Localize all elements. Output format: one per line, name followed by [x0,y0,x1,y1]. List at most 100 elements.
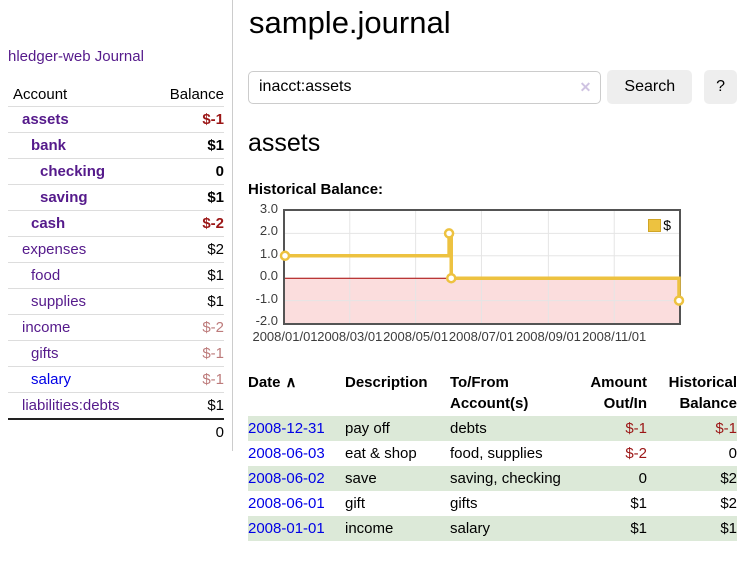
transaction-amount: $1 [630,495,647,512]
legend-swatch-icon [648,218,662,232]
account-link-checking[interactable]: checking [40,163,106,180]
account-balance: $1 [149,392,224,419]
account-link-bank[interactable]: bank [31,137,67,154]
account-link-salary[interactable]: salary [31,371,72,388]
balance-column-header: Balance [169,86,224,103]
transaction-amount: $-2 [625,445,647,462]
account-row: supplies $1 [8,288,224,315]
chart-title: Historical Balance: [248,181,384,198]
account-row: bank $1 [8,132,224,159]
transaction-amount: 0 [638,470,647,487]
account-row: liabilities:debts $1 [8,392,224,419]
register-header-amount: Amount Out/In [590,374,647,412]
account-balance: $1 [149,288,224,315]
account-row: income $-2 [8,314,224,341]
register-table: Date ∧ Description To/From Account(s) Amo… [248,370,737,541]
transaction-description: eat & shop [345,445,417,462]
register-row: 2008-06-02 save saving, checking 0 $2 [248,466,737,491]
account-link-food[interactable]: food [31,267,61,284]
account-row: salary $-1 [8,366,224,393]
account-balance: $-2 [149,314,224,341]
legend-label: $ [663,217,671,233]
y-axis-tick-label: -2.0 [255,313,278,328]
account-link-liabilities-debts[interactable]: liabilities:debts [22,397,120,414]
account-balance: $-1 [149,366,224,393]
search-input-wrap: ✕ [248,70,602,104]
transaction-balance: 0 [728,445,737,462]
x-axis-tick-label: 2008/09/01 [515,329,581,344]
account-balance: $-1 [149,340,224,367]
account-balance: $-2 [149,210,224,237]
register-header-balance: Historical Balance [668,374,737,412]
account-column-header: Account [13,86,68,103]
transaction-accounts: saving, checking [450,470,561,487]
transaction-date-link[interactable]: 2008-06-03 [248,445,325,462]
sort-asc-icon: ∧ [285,374,297,391]
app-root: hledger-web Journal Account Balance asse… [0,0,742,561]
y-axis-tick-label: 1.0 [259,245,278,261]
transaction-date-link[interactable]: 2008-06-02 [248,470,325,487]
transaction-description: income [345,520,394,537]
brand-link[interactable]: hledger-web [8,48,91,65]
search-button[interactable]: Search [607,70,693,104]
account-link-cash[interactable]: cash [31,215,66,232]
transaction-accounts: food, supplies [450,445,543,462]
chart-plot-area: $ [279,209,685,325]
register-header-description: Description [345,374,428,391]
clear-search-icon[interactable]: ✕ [579,78,592,95]
account-row: expenses $2 [8,236,224,263]
page-title: sample.journal [249,5,451,40]
account-row: gifts $-1 [8,340,224,367]
transaction-description: gift [345,495,366,512]
chart-legend: $ [648,217,671,233]
register-row: 2008-06-03 eat & shop food, supplies $-2 0 [248,441,737,466]
sidebar-item-journal[interactable]: Journal [94,48,144,65]
y-axis-tick-label: -1.0 [255,290,278,306]
x-axis-tick-label: 2008/03/01 [317,329,383,344]
account-balance: $1 [149,262,224,289]
x-axis-tick-label: 2008/05/01 [383,329,449,344]
account-balance: $1 [149,184,224,211]
y-axis-tick-label: 2.0 [259,223,278,239]
x-axis-tick-label: 2008/11/01 [582,329,647,344]
account-link-income[interactable]: income [22,319,71,336]
help-button[interactable]: ? [704,70,737,104]
searchbar: ✕ Search ? [248,70,737,104]
transaction-accounts: debts [450,420,487,437]
account-row: food $1 [8,262,224,289]
x-axis-tick-label: 2008/07/01 [448,329,514,344]
register-header-accounts: To/From Account(s) [450,374,529,412]
register-row: 2008-06-01 gift gifts $1 $2 [248,491,737,516]
transaction-accounts: salary [450,520,491,537]
register-row: 2008-12-31 pay off debts $-1 $-1 [248,416,737,441]
historical-balance-chart: $ 3.0 2.0 1.0 0.0 -1.0 -2.0 2008/01/01 2008/03/… [248,202,685,345]
account-row: assets $-1 [8,106,224,133]
register-header-date[interactable]: Date ∧ [248,374,297,391]
account-balance: $2 [149,236,224,263]
account-link-saving[interactable]: saving [40,189,88,206]
transaction-balance: $2 [720,495,737,512]
transaction-amount: $-1 [625,420,647,437]
transaction-description: save [345,470,377,487]
account-link-assets[interactable]: assets [22,111,69,128]
transaction-balance: $1 [720,520,737,537]
total-row: 0 [8,418,224,445]
account-row: saving $1 [8,184,224,211]
transaction-amount: $1 [630,520,647,537]
transaction-date-link[interactable]: 2008-06-01 [248,495,325,512]
account-link-expenses[interactable]: expenses [22,241,87,258]
chart-canvas [279,211,685,323]
search-input[interactable] [248,70,602,104]
main-content: sample.journal ✕ Search ? assets Histori… [233,0,742,561]
account-link-gifts[interactable]: gifts [31,345,59,362]
x-axis-tick-label: 2008/01/01 [252,329,318,344]
account-link-supplies[interactable]: supplies [31,293,87,310]
transaction-description: pay off [345,420,390,437]
transaction-date-link[interactable]: 2008-01-01 [248,520,325,537]
account-balance: $-1 [149,106,224,133]
transaction-accounts: gifts [450,495,478,512]
sidebar: hledger-web Journal Account Balance asse… [0,0,233,451]
account-balance: 0 [149,158,224,185]
transaction-date-link[interactable]: 2008-12-31 [248,420,325,437]
transaction-balance: $2 [720,470,737,487]
